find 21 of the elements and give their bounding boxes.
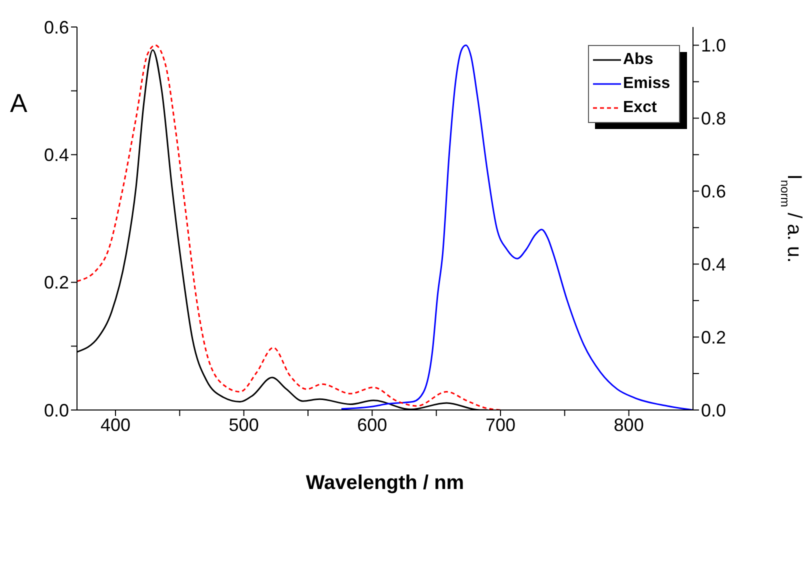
x-axis-title: Wavelength / nm	[306, 472, 464, 494]
x-tick-label: 500	[228, 414, 259, 435]
y-tick-label: 0.2	[44, 272, 69, 293]
y-axis-title: A	[10, 88, 28, 119]
legend-label: Emiss	[623, 75, 670, 93]
y-tick-label: 0.4	[44, 145, 69, 166]
y-tick-label: 0.0	[44, 400, 69, 420]
y2-tick-label: 0.2	[701, 327, 726, 348]
legend-label: Exct	[623, 99, 657, 117]
y2-tick-label: 0.0	[701, 400, 726, 420]
y2-tick-label: 0.6	[701, 182, 726, 202]
y2-tick-label: 0.4	[701, 254, 726, 274]
line-series	[340, 44, 693, 410]
y2-tick-label: 1.0	[701, 36, 726, 56]
x-tick-label: 700	[485, 414, 516, 435]
y2-tick-label: 0.8	[701, 108, 726, 129]
x-tick-label: 400	[100, 414, 131, 435]
y-tick-label: 0.6	[44, 17, 69, 38]
legend-label: Abs	[623, 51, 654, 69]
x-tick-label: 800	[614, 414, 644, 435]
x-tick-label: 600	[357, 414, 388, 435]
